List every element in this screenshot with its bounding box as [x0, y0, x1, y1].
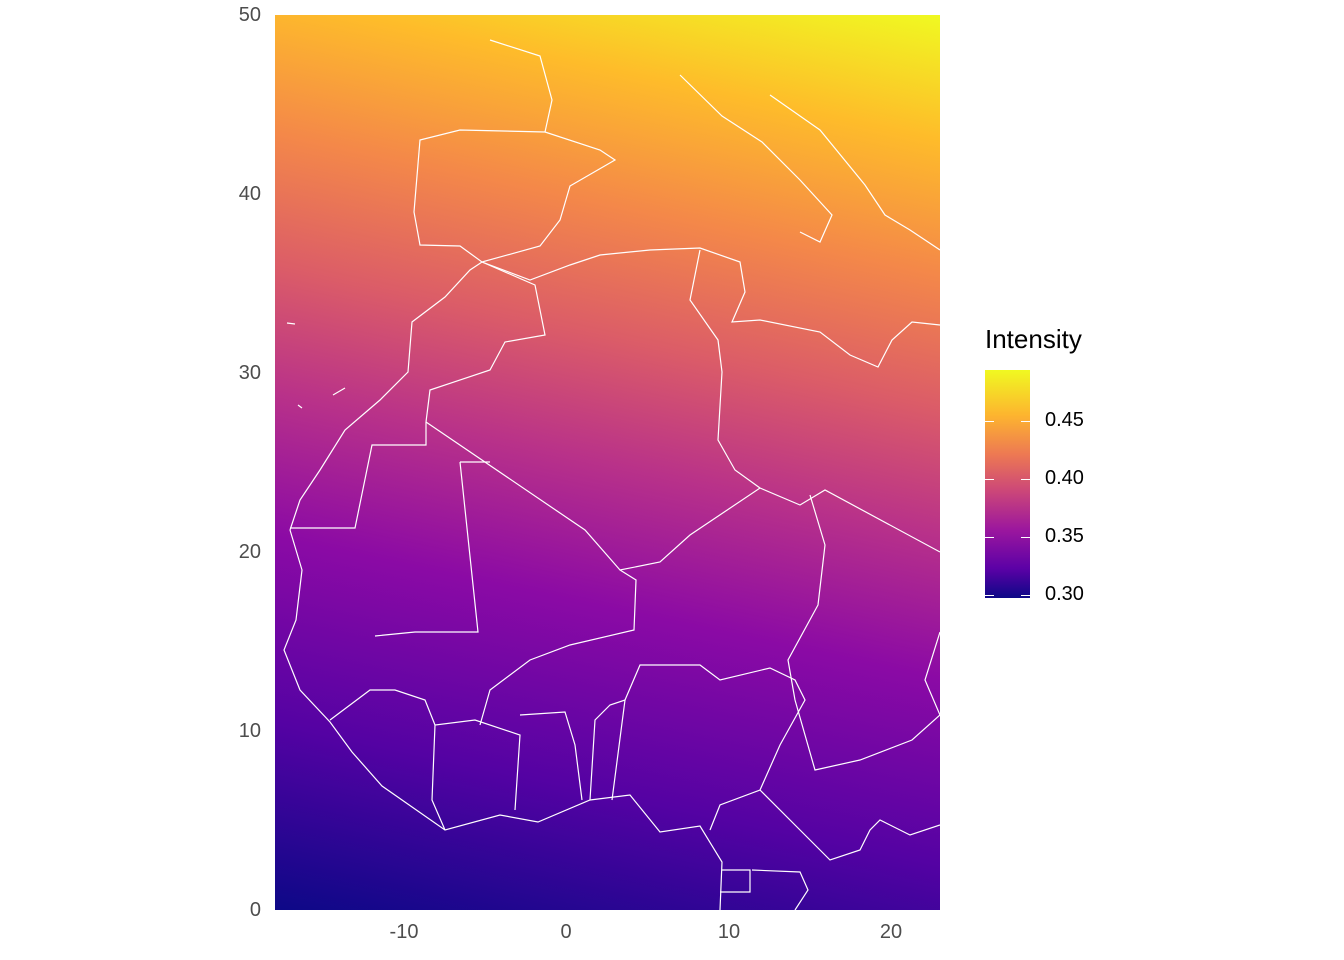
legend-tick-mark	[985, 537, 994, 538]
legend-tick-mark	[985, 421, 994, 422]
italy-coast	[679, 74, 833, 243]
west-africa-coast	[283, 529, 723, 910]
legend-break-label: 0.35	[1045, 525, 1084, 547]
x-tick-label: 10	[717, 921, 741, 943]
legend-colorbar	[985, 370, 1030, 598]
border-morocco-algeria	[425, 261, 546, 423]
x-tick-label: 0	[560, 921, 572, 943]
border-algeria-libya	[689, 249, 761, 489]
legend-break-label: 0.30	[1045, 583, 1084, 605]
iberia-coast	[413, 129, 617, 263]
legend-tick-mark	[1021, 595, 1030, 596]
legend-title: Intensity	[985, 324, 1082, 354]
legend-break-label: 0.45	[1045, 409, 1084, 431]
balkans-coast	[769, 94, 940, 251]
border-gabon	[720, 869, 809, 910]
y-tick-label: 40	[238, 183, 261, 205]
canary-islands	[286, 322, 346, 409]
border-mali-niger	[479, 569, 637, 726]
border-mauritania	[290, 422, 490, 637]
y-tick-label: 0	[249, 899, 261, 921]
border-niger-chad	[787, 494, 826, 701]
y-tick-label: 50	[238, 4, 261, 26]
border-algeria-mali	[425, 421, 940, 571]
border-cameroon	[759, 789, 940, 861]
y-tick-label: 10	[238, 720, 261, 742]
legend-tick-mark	[1021, 537, 1030, 538]
legend-tick-mark	[1021, 421, 1030, 422]
x-tick-label: 20	[879, 921, 903, 943]
france-coast	[489, 39, 553, 133]
map-panel	[275, 15, 940, 910]
border-chad-car	[794, 699, 940, 771]
border-sudan	[924, 631, 940, 716]
border-nigeria	[624, 664, 806, 831]
legend-tick-mark	[985, 479, 994, 480]
border-ghana-togo	[519, 699, 626, 801]
country-borders	[283, 39, 940, 910]
y-tick-label: 20	[238, 541, 261, 563]
legend-tick-mark	[1021, 479, 1030, 480]
border-cote-divoire	[431, 719, 521, 831]
north-africa-coast	[289, 247, 940, 531]
legend-tick-mark	[985, 595, 994, 596]
x-tick-label: -10	[389, 921, 419, 943]
legend-break-label: 0.40	[1045, 467, 1084, 489]
y-tick-label: 30	[238, 362, 261, 384]
border-guinea	[329, 689, 436, 726]
